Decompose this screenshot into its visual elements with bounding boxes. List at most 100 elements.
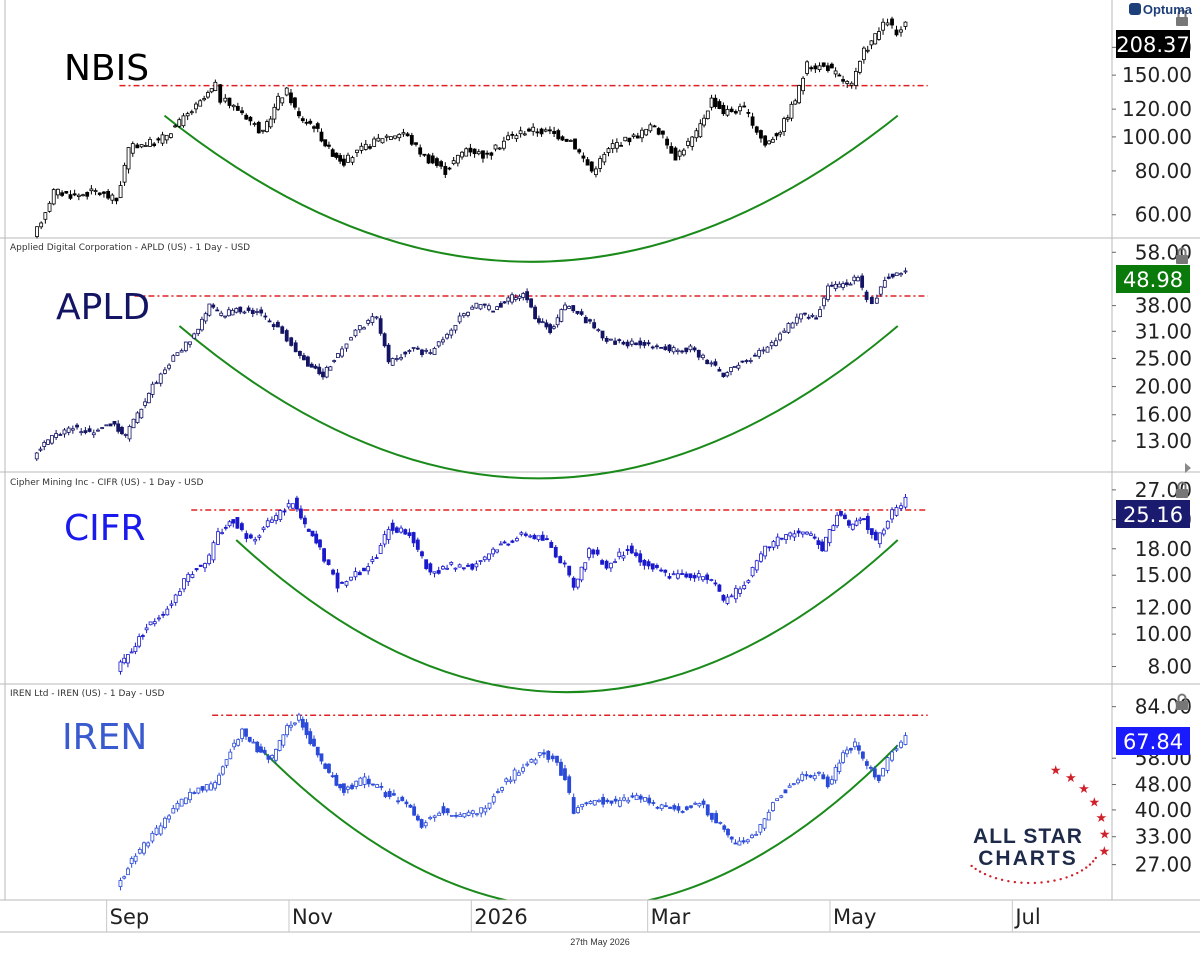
candle-body — [359, 145, 364, 151]
candle-body — [259, 746, 263, 753]
candle-body — [506, 135, 510, 141]
candle-body — [903, 21, 908, 27]
candle-body — [560, 136, 565, 141]
candle-body — [717, 584, 722, 592]
candle-body — [583, 562, 588, 570]
candle-body — [394, 358, 399, 360]
candle-body — [277, 740, 282, 751]
candle-body — [644, 128, 649, 136]
last-value-tag — [1116, 500, 1190, 528]
candle-body — [246, 307, 251, 311]
candle-body — [600, 560, 604, 565]
candle-body — [537, 752, 542, 756]
candle-body — [374, 557, 379, 559]
candle-body — [495, 306, 499, 311]
candle-body — [203, 563, 207, 569]
candle-body — [619, 144, 623, 147]
candle-body — [847, 520, 851, 526]
candle-body — [394, 527, 399, 533]
candle-body — [858, 518, 863, 521]
candle-body — [642, 559, 647, 566]
candle-body — [763, 545, 768, 557]
candle-body — [261, 527, 266, 531]
candle-body — [742, 105, 747, 108]
candle-body — [403, 351, 408, 355]
last-value-text: 67.84 — [1123, 730, 1183, 754]
candle-body — [512, 769, 517, 781]
candle-body — [251, 741, 256, 744]
candle-body — [357, 572, 362, 576]
candle-body — [167, 815, 172, 820]
y-tick-label: 31.00 — [1135, 319, 1192, 343]
candle-body — [135, 412, 140, 423]
candle-body — [419, 819, 424, 828]
candle-body — [171, 355, 176, 362]
candle-body — [714, 813, 719, 824]
candle-body — [829, 63, 834, 69]
candle-body — [796, 530, 801, 534]
candle-body — [112, 420, 117, 425]
candle-body — [841, 283, 845, 288]
candle-body — [740, 360, 745, 363]
candle-body — [567, 776, 572, 793]
candle-body — [587, 548, 591, 558]
y-tick-label: 18.00 — [1135, 537, 1192, 561]
candle-body — [539, 128, 544, 135]
candle-body — [156, 138, 161, 141]
candle-body — [461, 313, 466, 317]
candle-body — [595, 549, 600, 555]
candle-body — [622, 797, 626, 801]
candle-body — [881, 768, 885, 777]
candle-body — [759, 130, 763, 139]
candle-body — [709, 579, 714, 581]
candle-body — [822, 297, 826, 307]
candle-body — [146, 392, 151, 404]
candle-body — [491, 548, 496, 555]
candle-body — [533, 306, 537, 320]
candle-body — [487, 802, 492, 809]
candle-body — [479, 807, 484, 814]
candle-body — [771, 541, 776, 548]
candle-body — [602, 153, 607, 163]
candle-body — [242, 311, 247, 314]
candle-body — [268, 118, 273, 128]
candle-body — [552, 130, 557, 134]
candle-body — [42, 442, 47, 447]
candle-body — [860, 751, 865, 759]
candle-body — [750, 834, 754, 839]
candle-body — [411, 532, 416, 544]
candle-body — [737, 840, 742, 846]
candle-body — [814, 317, 819, 320]
candle-body — [345, 786, 350, 790]
candle-body — [220, 766, 225, 775]
candle-body — [319, 753, 324, 762]
candle-body — [882, 280, 887, 288]
candle-body — [638, 795, 643, 800]
candle-body — [688, 345, 693, 351]
candle-body — [567, 306, 571, 309]
candle-body — [35, 226, 39, 237]
candle-body — [397, 133, 402, 139]
candle-body — [483, 807, 488, 813]
candle-body — [240, 110, 244, 114]
candle-body — [137, 636, 142, 647]
candle-body — [424, 349, 429, 352]
candle-body — [219, 312, 224, 316]
candle-body — [293, 97, 297, 108]
candle-body — [230, 309, 235, 316]
candle-body — [890, 509, 894, 520]
candle-body — [200, 318, 204, 331]
candle-body — [709, 97, 714, 108]
x-axis-band — [0, 900, 1200, 932]
candle-body — [399, 527, 403, 533]
candle-body — [638, 340, 643, 346]
candle-body — [548, 324, 553, 333]
candle-body — [661, 130, 665, 135]
candle-body — [280, 97, 285, 104]
candle-body — [717, 368, 722, 372]
candle-body — [736, 364, 741, 369]
y-tick-label: 25.00 — [1135, 346, 1192, 370]
candle-body — [821, 774, 826, 780]
candle-body — [647, 797, 652, 804]
candle-body — [411, 346, 416, 349]
